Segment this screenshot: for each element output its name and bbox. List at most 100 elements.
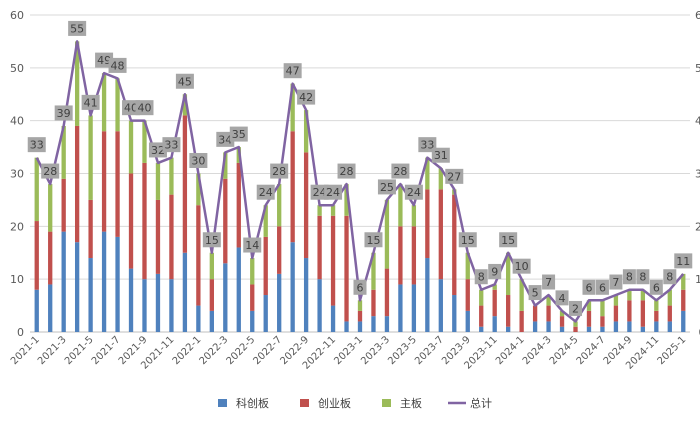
data-label-box <box>609 274 623 290</box>
data-label-text: 33 <box>164 139 178 152</box>
data-label: 9 <box>488 263 502 279</box>
y-tick-label-left: 50 <box>10 62 24 75</box>
data-label-text: 28 <box>393 165 407 178</box>
data-label: 15 <box>364 232 383 248</box>
bar-segment-主板 <box>290 83 295 132</box>
data-label-text: 2 <box>572 302 579 315</box>
legend-label: 主板 <box>400 396 422 410</box>
bar-segment-主板 <box>317 205 322 216</box>
bar-segment-主板 <box>182 94 188 116</box>
bar-segment-主板 <box>506 252 511 296</box>
bar-segment-科创板 <box>398 284 403 332</box>
data-label-text: 15 <box>461 234 475 247</box>
bar-segment-科创板 <box>344 321 349 332</box>
bar-segment-主板 <box>371 252 376 290</box>
data-label: 28 <box>391 163 410 179</box>
x-tick-label: 2024-7 <box>575 334 608 367</box>
bar-segment-主板 <box>492 284 497 290</box>
data-label-text: 8 <box>666 271 673 284</box>
bar-segment-主板 <box>128 120 134 174</box>
data-label-box <box>353 279 367 295</box>
bar-segment-创业板 <box>169 194 174 280</box>
bar-segment-科创板 <box>613 321 619 332</box>
legend-item: 科创板 <box>218 396 269 410</box>
data-label-box <box>283 63 302 79</box>
legend-swatch <box>218 399 227 407</box>
data-label-text: 28 <box>272 165 286 178</box>
data-label-text: 32 <box>151 144 165 157</box>
bar-segment-主板 <box>223 152 228 179</box>
data-label-box <box>189 153 208 168</box>
data-label: 24 <box>256 184 275 200</box>
legend-label: 总计 <box>470 396 492 410</box>
bar-segment-主板 <box>479 289 484 306</box>
x-tick-label: 2025-1 <box>656 334 689 367</box>
bar-segment-主板 <box>169 157 174 195</box>
legend-label: 科创板 <box>236 396 269 410</box>
data-label-text: 28 <box>43 165 57 178</box>
bar-segment-创业板 <box>263 236 268 296</box>
bar-segment-主板 <box>613 295 619 306</box>
data-label-box <box>256 184 275 200</box>
data-label-text: 55 <box>70 22 84 35</box>
legend-item: 创业板 <box>300 396 351 410</box>
data-label-box <box>108 57 127 73</box>
bar-segment-创业板 <box>452 194 457 296</box>
legend-label: 创业板 <box>318 396 351 410</box>
bar-segment-主板 <box>640 289 646 301</box>
bar-segment-科创板 <box>34 289 39 332</box>
bar-segment-创业板 <box>250 284 255 311</box>
bar-segment-科创板 <box>61 231 66 332</box>
data-label: 15 <box>202 232 221 248</box>
bar-segment-创业板 <box>317 215 322 280</box>
data-label-text: 6 <box>585 281 592 294</box>
bar-segment-创业板 <box>425 189 430 259</box>
x-tick-label: 2024-3 <box>521 334 554 367</box>
data-label-box <box>324 184 343 200</box>
bar-segment-主板 <box>627 289 632 301</box>
bar-segment-主板 <box>438 168 443 190</box>
bar-segment-科创板 <box>384 316 390 332</box>
data-label-box <box>364 232 383 248</box>
data-label: 14 <box>243 237 262 253</box>
data-label-text: 24 <box>407 186 421 199</box>
bar-segment-主板 <box>546 295 551 306</box>
bar-segment-科创板 <box>317 279 322 332</box>
data-label-text: 7 <box>612 276 619 289</box>
y-tick-label-left: 0 <box>17 326 24 339</box>
data-label-text: 24 <box>313 186 327 199</box>
bar-segment-创业板 <box>330 215 336 306</box>
x-tick-label: 2021-5 <box>63 334 96 367</box>
bar-segment-创业板 <box>155 199 161 274</box>
bar-segment-创业板 <box>357 310 363 322</box>
x-tick-label: 2023-7 <box>413 334 446 367</box>
bar-segment-创业板 <box>438 189 443 280</box>
bar-segment-创业板 <box>142 162 147 280</box>
bar-segment-主板 <box>74 41 80 126</box>
bar-segment-创业板 <box>600 316 605 327</box>
y-tick-label-right: 60 <box>695 9 700 22</box>
bar-segment-科创板 <box>586 326 592 332</box>
data-label: 55 <box>68 20 87 36</box>
data-label: 35 <box>229 126 248 142</box>
bar-segment-科创板 <box>465 310 470 332</box>
data-label-box <box>622 269 636 285</box>
data-label-text: 39 <box>57 107 71 120</box>
x-tick-label: 2023-3 <box>359 334 392 367</box>
bar-segment-科创板 <box>600 326 605 332</box>
bar-segment-创业板 <box>586 310 592 327</box>
bar-segment-主板 <box>600 300 605 317</box>
data-label-text: 27 <box>447 170 461 183</box>
data-label: 7 <box>542 274 556 290</box>
bar-segment-科创板 <box>88 258 93 332</box>
bar-segment-主板 <box>155 162 161 200</box>
bar-segment-创业板 <box>411 226 417 285</box>
data-label-box <box>555 290 569 306</box>
data-label: 10 <box>512 258 531 274</box>
bar-segment-主板 <box>465 252 470 280</box>
legend-swatch <box>300 399 309 407</box>
data-label-text: 35 <box>232 128 246 141</box>
bar-segment-主板 <box>357 300 363 311</box>
data-label-box <box>202 232 221 248</box>
